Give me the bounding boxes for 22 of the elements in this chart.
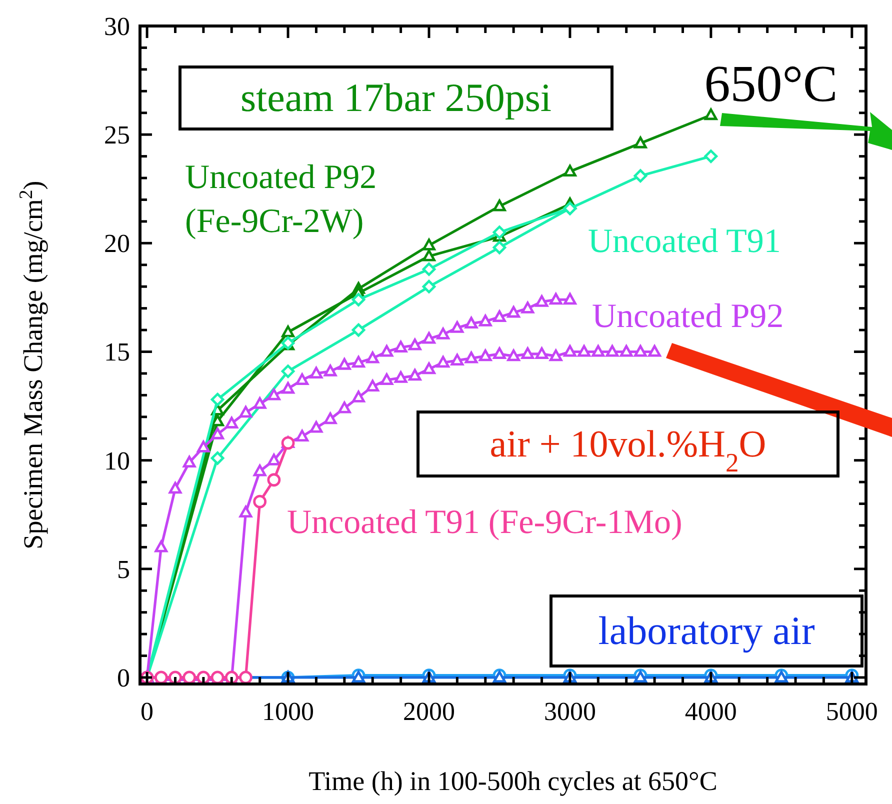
x-tick-label: 2000 <box>402 697 455 726</box>
y-tick-label: 10 <box>104 446 130 476</box>
x-tick-label: 4000 <box>684 697 737 726</box>
y-tick-label: 20 <box>104 229 130 258</box>
y-tick-label: 30 <box>104 12 130 41</box>
annotation: air + 10vol.%H$_{2}$O <box>490 424 766 478</box>
series-label: Uncoated P92 <box>592 298 784 335</box>
x-tick-label: 3000 <box>544 697 596 726</box>
series-label: Uncoated P92 (Fe-9Cr-2W) <box>185 159 377 240</box>
x-tick-label: 5000 <box>826 697 878 726</box>
y-tick-label: 15 <box>104 338 130 367</box>
x-tick-label: 0 <box>140 697 154 726</box>
annotation: 650°C <box>704 56 838 114</box>
annotation: steam 17bar 250psi <box>240 75 552 120</box>
y-tick-label: 5 <box>117 554 130 584</box>
x-tick-label: 1000 <box>262 697 314 726</box>
x-axis-title: Time (h) in 100-500h cycles at 650°C <box>308 766 718 796</box>
y-tick-label: 0 <box>117 663 130 692</box>
annotation: laboratory air <box>598 608 815 654</box>
series-label: Uncoated T91 (Fe-9Cr-1Mo) <box>287 504 682 541</box>
series-label: Uncoated T91 <box>588 223 781 260</box>
y-tick-label: 25 <box>104 120 130 150</box>
